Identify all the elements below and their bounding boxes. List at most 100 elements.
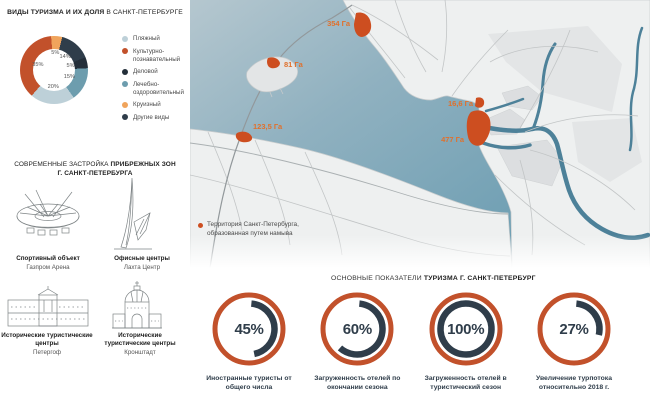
building-name: Исторические туристические центры [104,332,176,348]
legend-label: Круизный [133,101,161,109]
legend-label: Пляжный [133,35,160,42]
legend-item: Деловой [122,68,190,76]
legend-dot-icon [122,48,128,55]
building-sub: Газпром Арена [26,264,70,272]
donut-percent-label: 5% [51,50,60,57]
donut-chart-title: ВИДЫ ТУРИЗМА И ИХ ДОЛЯ В САНКТ-ПЕТЕРБУРГ… [0,9,190,16]
area-label-16-6: 16,6 Га [448,99,474,108]
legend-label: Другие виды [133,113,170,121]
development-title-bold: ПРИБРЕЖНЫХ ЗОН [110,161,176,168]
area-label-354: 354 Га [327,19,351,28]
neva-river [481,26,650,240]
reclaimed-477 [466,110,491,146]
donut-legend: Пляжный Культурно-познавательный Деловой Ле… [122,35,190,122]
area-label-477: 477 Га [441,135,465,144]
development-title-line2-text: Г. САНКТ-ПЕТЕРБУРГА [57,170,133,178]
indicator-gauge: 100% Загруженность отелей в туристический… [414,289,518,392]
area-label-81: 81 Га [284,60,304,69]
indicators-heading-regular: ОСНОВНЫЕ ПОКАЗАТЕЛИ [331,275,422,282]
legend-dot-icon [122,114,128,121]
area-label-123-5: 123,5 Га [253,122,283,131]
donut-percent-label: 15% [63,74,75,81]
legend-dot-icon [122,101,128,108]
map-legend: Территория Санкт-Петербурга, образованна… [198,221,299,238]
legend-item: Культурно-познавательный [122,48,190,64]
reclaimed-123-5 [235,131,253,143]
building-name: Офисные центры [114,255,170,262]
development-title-regular: СОВРЕМЕННЫЕ ЗАСТРОЙКА [14,161,109,168]
map-city-districts [481,26,642,187]
building-name: Спортивный объект [16,255,80,262]
reclaimed-16-6 [475,97,485,108]
tourism-donut-chart: 5% 14% 5% 15% 20% 35% [6,22,102,118]
map-panel: 354 Га 81 Га 16,6 Га 477 Га 123,5 Га Тер… [190,0,650,268]
building-sub: Петергоф [33,349,61,357]
map-bottom-fade [190,235,650,268]
legend-item: Лечебно-оздоровительный [122,81,190,97]
gauge-dial: 60% [317,289,397,369]
donut-percent-label: 5% [66,63,75,70]
donut-percent-label: 14% [59,54,71,61]
gauge-value: 100% [447,320,485,338]
development-title-line2: Г. САНКТ-ПЕТЕРБУРГА [0,169,190,178]
gauges-row: 45% Иностранные туристы от общего числа 60… [190,289,650,392]
building-name: Исторические туристические центры [1,332,93,348]
indicators-heading-bold: ТУРИЗМА Г. САНКТ-ПЕТЕРБУРГ [423,275,536,282]
kronstadt-cathedral-illustration [112,281,162,329]
donut-chart-title-bold: ВИДЫ ТУРИЗМА И ИХ ДОЛЯ [7,9,105,16]
saint-petersburg-map: 354 Га 81 Га 16,6 Га 477 Га 123,5 Га [190,0,650,268]
gauge-caption: Загруженность отелей по окончании сезона [314,375,401,392]
legend-dot-icon [122,35,128,42]
gauge-rings [320,292,394,366]
gauge-value: 27% [559,320,589,338]
map-legend-line1: Территория Санкт-Петербурга, [207,221,299,228]
map-legend-text: Территория Санкт-Петербурга, образованна… [207,221,299,238]
gauge-value: 45% [234,320,264,338]
gauge-rings [212,292,286,366]
reclaimed-territories [235,12,491,146]
legend-label: Лечебно-оздоровительный [133,80,184,96]
indicator-gauge: 45% Иностранные туристы от общего числа [197,289,301,392]
legend-item: Другие виды [122,114,190,122]
gauge-rings [429,292,503,366]
indicators-panel: ОСНОВНЫЕ ПОКАЗАТЕЛИ ТУРИЗМА Г. САНКТ-ПЕТ… [190,268,650,404]
indicator-gauge: 27% Увеличение турпотока относительно 201… [522,289,626,392]
gauge-dial: 27% [534,289,614,369]
building-sub: Лахта Центр [123,264,161,272]
donut-hole [33,49,75,91]
development-section-title: СОВРЕМЕННЫЕ ЗАСТРОЙКА ПРИБРЕЖНЫХ ЗОН Г. … [0,160,190,179]
building-caption: Исторические туристические центры Петерг… [0,332,94,357]
gauge-rings [537,292,611,366]
donut-percent-label: 20% [47,83,59,90]
legend-item: Круизный [122,101,190,109]
building-caption: Исторические туристические центры Кроншт… [96,332,184,357]
reclaimed-354 [354,12,372,37]
lakhta-tower-illustration [114,177,152,250]
building-caption: Спортивный объект Газпром Арена [2,255,94,272]
gauge-caption: Загруженность отелей в туристический сез… [424,375,507,392]
legend-dot-icon [122,81,128,88]
gauge-value: 60% [342,320,372,338]
indicators-heading: ОСНОВНЫЕ ПОКАЗАТЕЛИ ТУРИЗМА Г. САНКТ-ПЕТ… [331,275,536,282]
gauge-dial: 45% [209,289,289,369]
donut-chart-title-rest: В САНКТ-ПЕТЕРБУРГЕ [106,9,183,16]
building-caption: Офисные центры Лахта Центр [98,255,186,272]
peterhof-palace-illustration [7,286,89,327]
donut-percent-label: 35% [32,61,44,68]
reclaimed-81 [267,57,280,69]
gauge-dial: 100% [426,289,506,369]
indicator-gauge: 60% Загруженность отелей по окончании сез… [305,289,409,392]
reclaimed-territory-dot-icon [198,222,203,228]
map-legend-line2: образованная путем намыва [207,229,293,237]
building-sub: Кронштадт [124,349,156,357]
stadium-illustration [16,189,80,236]
gauge-caption: Увеличение турпотока относительно 2018 г… [535,375,612,392]
gauge-caption: Иностранные туристы от общего числа [206,375,292,392]
legend-label: Деловой [133,68,158,76]
legend-dot-icon [122,68,128,75]
legend-label: Культурно-познавательный [133,47,181,63]
legend-item: Пляжный [122,35,190,43]
left-panel: ВИДЫ ТУРИЗМА И ИХ ДОЛЯ В САНКТ-ПЕТЕРБУРГ… [0,0,190,404]
development-title-line1: СОВРЕМЕННЫЕ ЗАСТРОЙКА ПРИБРЕЖНЫХ ЗОН [0,160,190,169]
